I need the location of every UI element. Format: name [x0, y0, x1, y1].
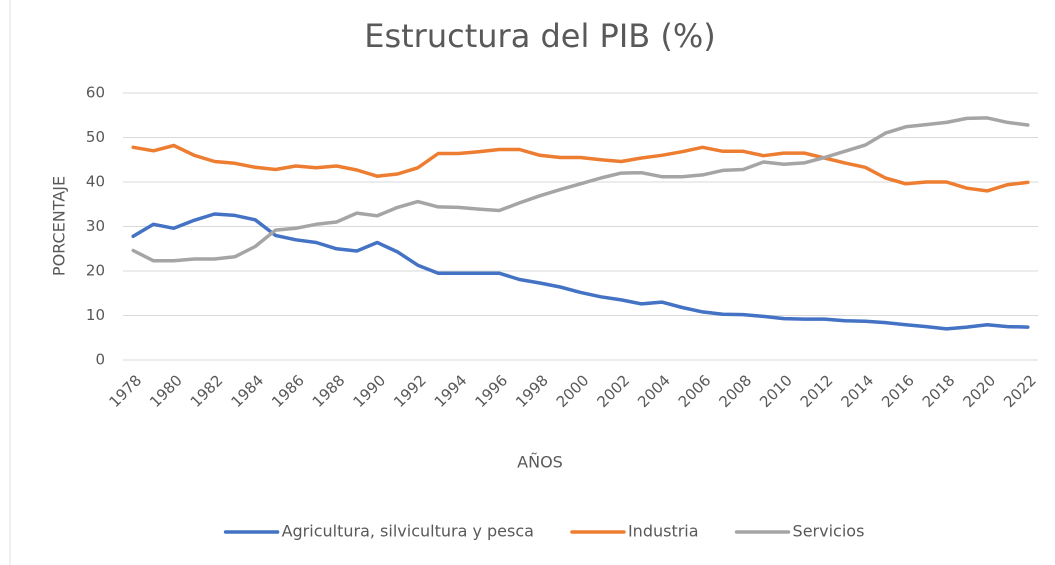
- y-tick-label: 60: [86, 84, 105, 102]
- x-tick-label: 1988: [309, 371, 349, 411]
- x-tick-label: 2016: [878, 371, 918, 411]
- chart-title: Estructura del PIB (%): [364, 17, 716, 55]
- x-tick-label: 2010: [756, 371, 796, 411]
- y-tick-label: 40: [86, 173, 105, 191]
- x-tick-label: 1980: [146, 371, 186, 411]
- legend-label: Industria: [628, 522, 699, 541]
- line: [131, 116, 1030, 263]
- y-axis-label: PORCENTAJE: [50, 176, 69, 276]
- y-tick-label: 50: [86, 128, 105, 146]
- x-tick-label: 1998: [512, 371, 552, 411]
- x-tick-label: 2018: [919, 371, 959, 411]
- x-tick-label: 1982: [187, 371, 227, 411]
- x-tick-label: 1978: [105, 371, 145, 411]
- x-tick-label: 2008: [715, 371, 755, 411]
- legend-label: Agricultura, silvicultura y pesca: [282, 522, 534, 541]
- x-tick-label: 2014: [837, 371, 877, 411]
- x-tick-label: 2020: [959, 371, 999, 411]
- x-tick-label: 2004: [634, 371, 674, 411]
- y-tick-label: 10: [86, 306, 105, 324]
- y-tick-label: 0: [95, 351, 105, 369]
- x-tick-label: 1994: [431, 371, 471, 411]
- x-tick-label: 1992: [390, 371, 430, 411]
- y-tick-label: 20: [86, 262, 105, 280]
- x-tick-label: 2022: [1000, 371, 1040, 411]
- x-tick-label: 1990: [349, 371, 389, 411]
- x-tick-label: 1986: [268, 371, 308, 411]
- x-tick-label: 1984: [227, 371, 267, 411]
- y-tick-label: 30: [86, 217, 105, 235]
- line: [131, 212, 1030, 331]
- line: [131, 143, 1030, 193]
- x-tick-label: 2006: [675, 371, 715, 411]
- x-tick-label: 1996: [471, 371, 511, 411]
- x-axis-label: AÑOS: [517, 453, 563, 472]
- x-tick-label: 2002: [593, 371, 633, 411]
- x-tick-label: 2012: [797, 371, 837, 411]
- x-tick-label: 2000: [553, 371, 593, 411]
- legend-label: Servicios: [793, 522, 865, 541]
